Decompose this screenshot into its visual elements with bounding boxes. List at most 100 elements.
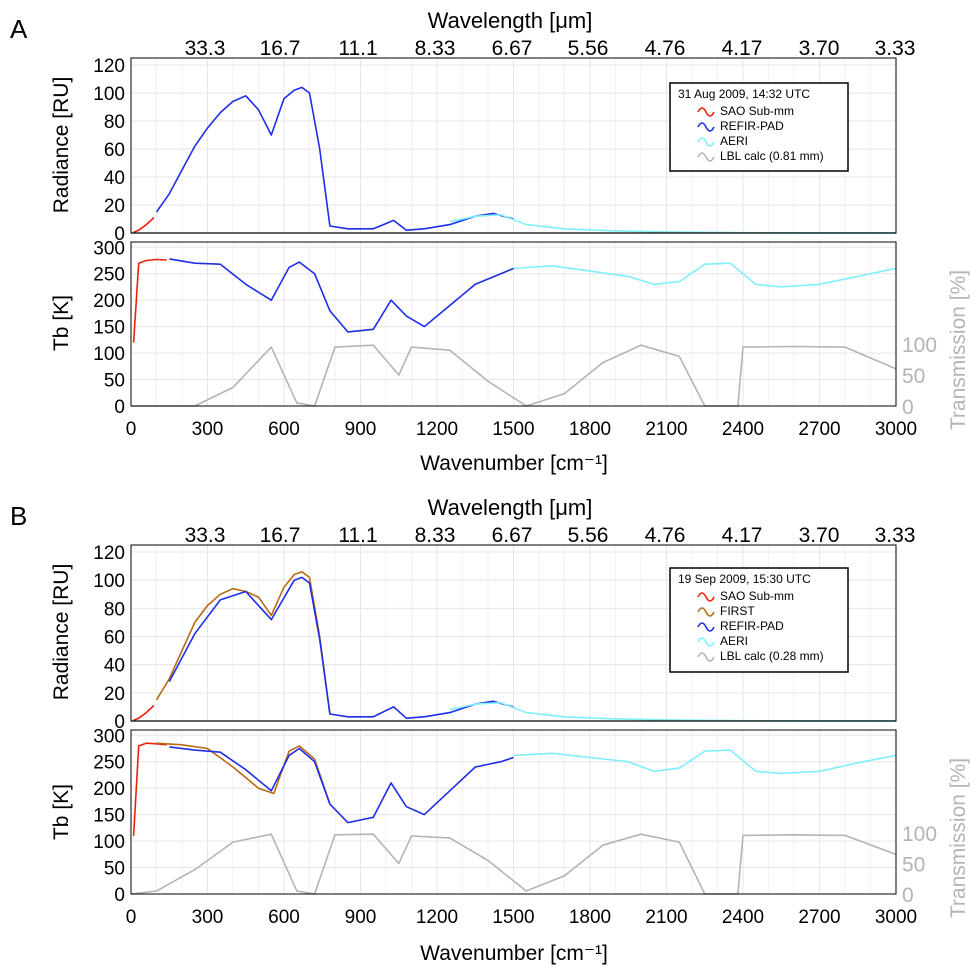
top-tick-label: 4.17: [722, 37, 763, 60]
legend-label: REFIR-PAD: [720, 119, 784, 133]
y-tick-label: 60: [104, 140, 125, 161]
top-tick-label: 5.56: [568, 37, 609, 60]
legend-swatch: [697, 592, 715, 602]
top-tick-label: 16.7: [260, 37, 301, 60]
series-line-lbl-calc-0-81-mm-transmission: [131, 344, 897, 407]
y2-tick-label: 50: [902, 365, 925, 388]
legend-label: LBL calc (0.28 mm): [720, 649, 824, 663]
y-tick-label: 100: [93, 84, 125, 105]
top-axis-label: Wavelength [μm]: [428, 495, 593, 520]
plot-frame: [130, 544, 897, 722]
legend-swatch: [697, 152, 715, 162]
legend-swatch: [697, 122, 715, 132]
legend-label: AERI: [720, 134, 748, 148]
x-tick-label: 1800: [569, 419, 611, 440]
radiance-plot: 0 20 40 60 80 100 120: [93, 56, 897, 245]
top-tick-label: 4.76: [645, 524, 686, 547]
top-tick-label: 33.3: [185, 37, 226, 60]
grid: [130, 730, 897, 895]
legend-box: [669, 82, 849, 172]
y-tick-label: 50: [104, 859, 125, 880]
top-axis-ticks: 33.3 16.7 11.1 8.33 6.67 5.56 4.76 4.17 …: [185, 524, 916, 547]
y-tick-label: 150: [93, 806, 125, 827]
y-tick-label: 100: [93, 571, 125, 592]
y-tick-label: 120: [93, 56, 125, 77]
x-tick-label: 900: [345, 419, 377, 440]
x-tick-label: 0: [126, 907, 137, 928]
legend-swatch: [697, 637, 715, 647]
series-line-sao-sub-mm: [132, 742, 167, 836]
series-line-refir-pad: [169, 746, 514, 824]
top-tick-label: 3.33: [875, 524, 916, 547]
x-tick-label: 1200: [416, 419, 458, 440]
x-tick-label: 3000: [875, 907, 917, 928]
legend-title: 31 Aug 2009, 14:32 UTC: [678, 87, 810, 101]
radiance-y-label: Radiance [RU]: [50, 77, 73, 214]
x-tick-label: 3000: [875, 419, 917, 440]
y-tick-label: 20: [104, 196, 125, 217]
top-tick-label: 11.1: [338, 37, 377, 60]
y-tick-label: 60: [104, 628, 125, 649]
legend-label: SAO Sub-mm: [720, 589, 794, 603]
bottom-x-label: Wavenumber [cm⁻¹]: [420, 942, 608, 965]
x-tick-label: 1200: [416, 907, 458, 928]
y-tick-label: 100: [93, 344, 125, 365]
top-axis-ticks: 33.3 16.7 11.1 8.33 6.67 5.56 4.76 4.17 …: [185, 37, 916, 60]
bottom-x-label: Wavenumber [cm⁻¹]: [420, 452, 608, 475]
top-axis-label: Wavelength [μm]: [428, 8, 593, 33]
x-tick-label: 2700: [798, 419, 840, 440]
y-tick-label: 40: [104, 168, 125, 189]
x-tick-label: 300: [192, 907, 224, 928]
top-tick-label: 8.33: [415, 37, 456, 60]
top-tick-label: 4.76: [645, 37, 686, 60]
legend-swatch: [697, 622, 715, 632]
y-tick-label: 0: [114, 885, 125, 906]
x-tick-label: 1800: [569, 907, 611, 928]
plot-frame: [130, 57, 897, 234]
series-line-sao-sub-mm: [132, 258, 167, 343]
panel-a: A Wavelength [μm] 33.3 16.7 11.1 8.33 6.…: [10, 8, 970, 475]
legend-label: FIRST: [720, 604, 755, 618]
y-tick-label: 40: [104, 656, 125, 677]
x-tick-label: 300: [192, 419, 224, 440]
y-tick-label: 50: [104, 371, 125, 392]
y2-tick-label: 0: [902, 396, 914, 419]
x-tick-label: 2400: [722, 907, 764, 928]
radiance-plot: 0 20 40 60 80 100 120: [93, 543, 897, 733]
legend: 31 Aug 2009, 14:32 UTC SAO Sub-mm REFIR-…: [669, 82, 849, 172]
series-line-first: [155, 570, 331, 715]
legend-label: REFIR-PAD: [720, 619, 784, 633]
plot-frame: [130, 241, 897, 407]
y-tick-label: 150: [93, 318, 125, 339]
series-line-aeri: [513, 262, 897, 288]
legend-swatch: [697, 107, 715, 117]
y-tick-label: 200: [93, 291, 125, 312]
legend: 19 Sep 2009, 15:30 UTC SAO Sub-mm FIRST …: [669, 567, 849, 673]
y-tick-label: 200: [93, 779, 125, 800]
plot-frame: [130, 729, 897, 895]
tb-y-label: Tb [K]: [50, 295, 73, 351]
tb-y-label: Tb [K]: [50, 784, 73, 840]
y-tick-label: 120: [93, 543, 125, 564]
x-tick-label: 2400: [722, 419, 764, 440]
legend-swatch: [697, 607, 715, 617]
radiance-y-label: Radiance [RU]: [50, 564, 73, 701]
panel-b: B Wavelength [μm] 33.3 16.7 11.1 8.33 6.…: [10, 495, 970, 965]
y-tick-label: 80: [104, 599, 125, 620]
legend-label: SAO Sub-mm: [720, 104, 794, 118]
y-tick-label: 300: [93, 238, 125, 259]
top-tick-label: 3.70: [799, 37, 840, 60]
y-tick-label: 80: [104, 112, 125, 133]
legend-label: LBL calc (0.81 mm): [720, 149, 824, 163]
panel-letter: A: [10, 14, 28, 44]
x-tick-label: 2100: [645, 419, 687, 440]
series-line-sao-sub-mm: [133, 704, 155, 722]
y2-tick-label: 0: [902, 884, 914, 907]
x-tick-label: 2700: [798, 907, 840, 928]
y2-tick-label: 100: [902, 334, 937, 357]
top-tick-label: 11.1: [338, 524, 377, 547]
top-tick-label: 16.7: [260, 524, 301, 547]
